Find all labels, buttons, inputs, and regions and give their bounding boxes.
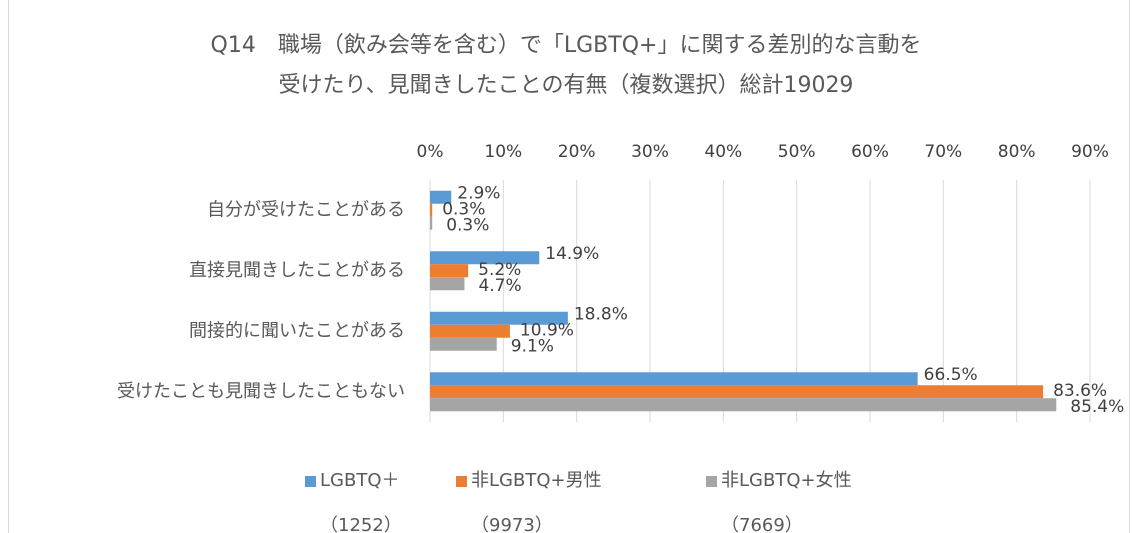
legend-entry: 非LGBTQ+女性 （7669） <box>706 458 852 533</box>
bar <box>430 190 452 204</box>
legend-entry: LGBTQ＋ （1252） <box>305 458 402 533</box>
bar <box>430 203 433 217</box>
data-label: 66.5% <box>924 365 978 385</box>
chart-frame <box>8 0 1130 533</box>
x-tick-label: 80% <box>998 142 1036 162</box>
chart-title: Q14 職場（飲み会等を含む）で「LGBTQ+」に関する差別的な言動を 受けたり… <box>210 33 922 98</box>
data-label: 85.4% <box>1070 397 1124 417</box>
legend-label: 非LGBTQ+女性 （7669） <box>721 470 852 533</box>
legend-swatch <box>456 476 467 487</box>
x-tick-label: 20% <box>558 142 596 162</box>
x-tick-label: 40% <box>704 142 742 162</box>
y-tick-label: 直接見聞きしたことがある <box>189 260 405 281</box>
bar <box>430 216 433 230</box>
bar <box>430 385 1044 399</box>
data-label: 2.9% <box>457 183 500 203</box>
bar <box>430 277 465 291</box>
y-tick-label: 自分が受けたことがある <box>207 199 405 220</box>
legend-entry: 非LGBTQ+男性 （9973） <box>456 458 602 533</box>
data-label: 0.3% <box>442 199 485 219</box>
x-tick-label: 0% <box>417 142 444 162</box>
y-tick-label: 受けたことも見聞きしたこともない <box>117 381 405 402</box>
x-tick-label: 50% <box>778 142 816 162</box>
data-label: 9.1% <box>511 336 554 356</box>
data-label: 14.9% <box>545 244 599 264</box>
x-tick-label: 90% <box>1071 142 1109 162</box>
x-tick-label: 70% <box>924 142 962 162</box>
bar <box>430 337 497 351</box>
x-tick-label: 60% <box>851 142 889 162</box>
legend-swatch <box>706 476 717 487</box>
x-tick-label: 10% <box>484 142 522 162</box>
legend-swatch <box>305 476 316 487</box>
bar <box>430 251 540 265</box>
legend-label: 非LGBTQ+男性 （9973） <box>471 470 602 533</box>
data-label: 0.3% <box>446 215 489 235</box>
bar <box>430 398 1057 412</box>
data-label: 18.8% <box>574 304 628 324</box>
bar <box>430 324 510 338</box>
y-tick-label: 間接的に聞いたことがある <box>189 320 405 341</box>
data-label: 5.2% <box>478 260 521 280</box>
data-label: 83.6% <box>1053 381 1107 401</box>
x-tick-label: 30% <box>631 142 669 162</box>
legend-label: LGBTQ＋ （1252） <box>320 470 402 533</box>
data-label: 4.7% <box>478 276 521 296</box>
bar <box>430 311 568 325</box>
bar <box>430 264 469 278</box>
data-label: 10.9% <box>520 320 574 340</box>
bar <box>430 372 918 386</box>
